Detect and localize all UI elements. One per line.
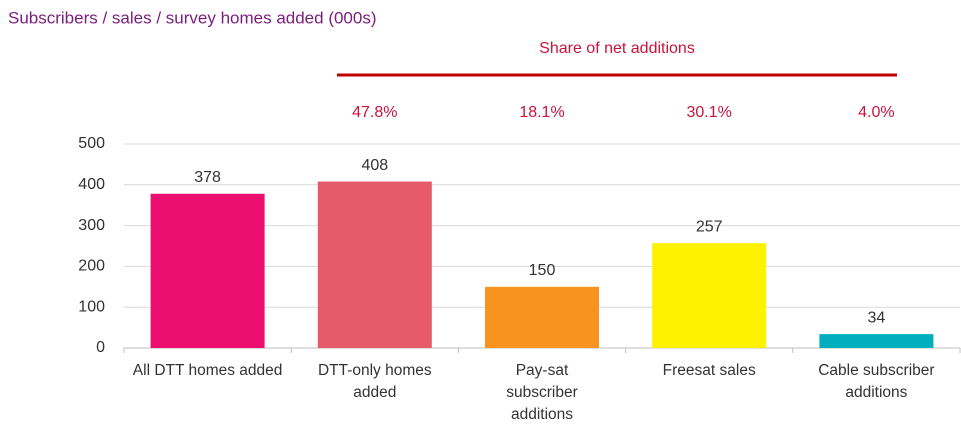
bar (317, 181, 432, 348)
bar (819, 334, 934, 348)
bar (485, 286, 599, 348)
y-tick-label: 0 (96, 339, 105, 356)
share-title: Share of net additions (539, 40, 695, 57)
x-tick-label: DTT-only homes added (317, 362, 432, 401)
share-label: 47.8% (352, 104, 397, 121)
x-tick-label: Pay-sat subscriber additions (506, 362, 578, 423)
bar (652, 243, 767, 348)
share-label: 18.1% (519, 104, 564, 121)
y-tick-label: 300 (78, 217, 105, 234)
value-label: 257 (696, 218, 723, 235)
y-tick-label: 200 (78, 258, 105, 275)
value-label: 150 (529, 262, 556, 279)
value-label: 34 (868, 309, 886, 326)
y-tick-label: 100 (78, 298, 105, 315)
share-label: 4.0% (858, 104, 894, 121)
share-label: 30.1% (687, 104, 732, 121)
chart-title: Subscribers / sales / survey homes added… (8, 8, 377, 27)
x-tick-label: All DTT homes added (132, 362, 283, 379)
y-tick-label: 500 (78, 135, 105, 152)
value-label: 378 (194, 169, 221, 186)
bar (150, 193, 265, 348)
y-tick-label: 400 (78, 176, 105, 193)
x-tick-label: Freesat sales (662, 362, 756, 379)
value-label: 408 (361, 157, 388, 174)
x-tick-label: Cable subscriber additions (818, 362, 935, 401)
